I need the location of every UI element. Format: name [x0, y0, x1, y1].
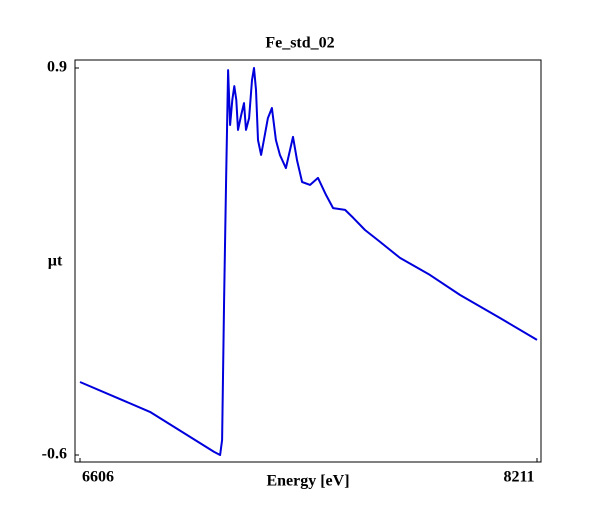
y-axis-label: µt	[48, 253, 63, 270]
data-line	[79, 67, 538, 456]
plot-frame	[74, 59, 542, 463]
y-tick-label: 0.9	[47, 59, 67, 76]
chart-title: Fe_std_02	[265, 35, 334, 52]
y-tick-label: -0.6	[42, 446, 67, 463]
x-tick-label: 6606	[82, 469, 114, 486]
x-tick-label: 8211	[503, 469, 534, 486]
x-axis-label: Energy [eV]	[266, 473, 349, 490]
